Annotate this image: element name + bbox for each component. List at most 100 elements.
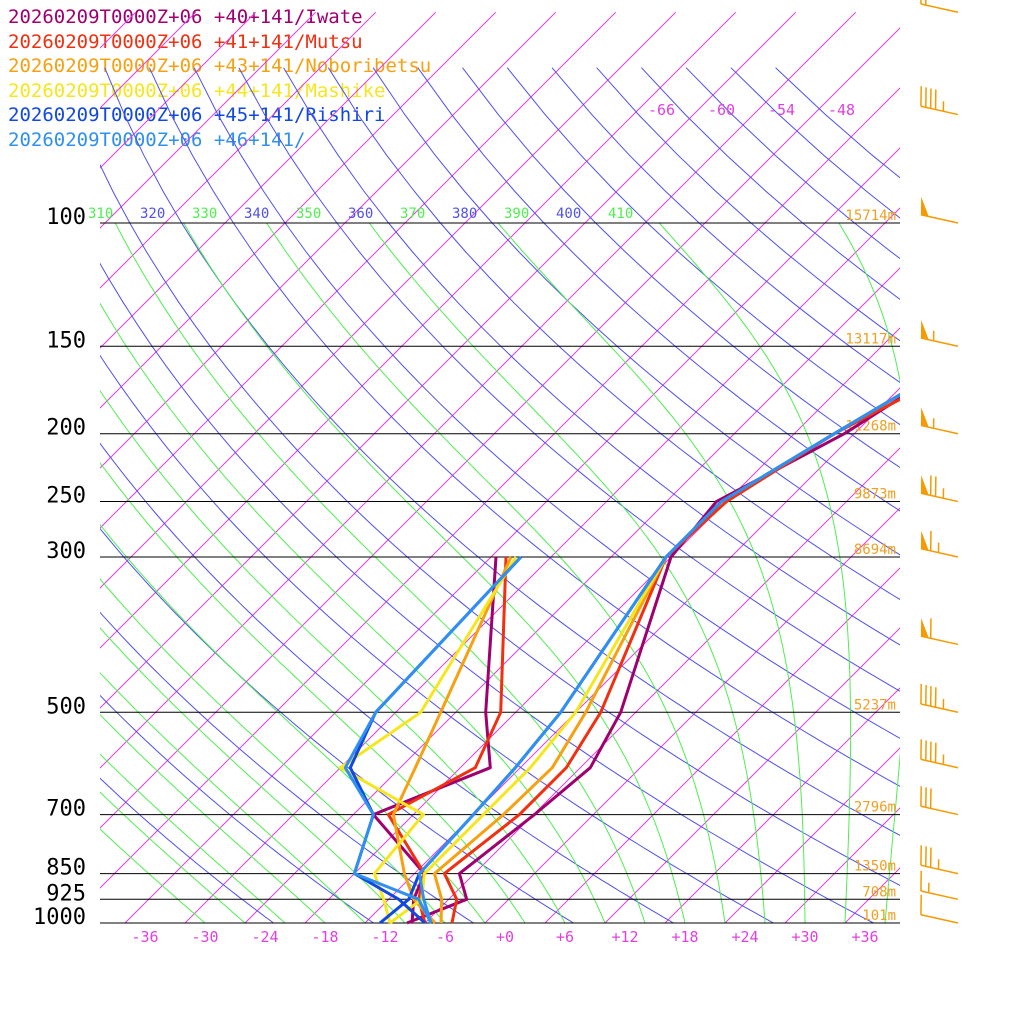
wind-barb-pennant bbox=[920, 530, 929, 551]
dry-adiabat-line bbox=[506, 67, 900, 426]
isotherm-line bbox=[100, 11, 497, 409]
isotherm-line bbox=[304, 327, 900, 924]
isotherm-line bbox=[724, 747, 900, 924]
pressure-label: 250 bbox=[46, 484, 86, 509]
isotherm-line bbox=[364, 387, 900, 924]
dry-adiabat-line bbox=[283, 67, 900, 646]
wind-barb bbox=[920, 805, 959, 816]
temperature-tick-label: +24 bbox=[731, 928, 758, 946]
wind-barb-pennant bbox=[920, 407, 929, 428]
theta-label: 360 bbox=[348, 206, 373, 222]
pressure-label: 100 bbox=[46, 205, 86, 230]
pressure-label: 300 bbox=[46, 539, 86, 564]
moist-adiabat-line bbox=[497, 222, 806, 923]
moist-adiabat-line bbox=[114, 222, 646, 924]
theta-label: 400 bbox=[556, 206, 581, 222]
isotherm-line bbox=[100, 11, 857, 769]
moist-adiabat-line bbox=[658, 222, 852, 924]
pressure-label: 200 bbox=[46, 416, 86, 441]
temperature-tick-label: -30 bbox=[191, 928, 218, 946]
dry-adiabat-line bbox=[100, 354, 774, 924]
temperature-tick-label: -12 bbox=[371, 928, 398, 946]
wind-barb bbox=[920, 864, 959, 875]
dry-adiabat-line bbox=[372, 67, 900, 556]
pressure-label: 700 bbox=[46, 797, 86, 822]
height-label: 101m bbox=[862, 908, 896, 924]
isotherm-line bbox=[100, 11, 377, 289]
wind-barb bbox=[920, 492, 959, 503]
theta-label: 370 bbox=[400, 206, 425, 222]
wind-barb-pennant bbox=[920, 475, 929, 496]
isotherm-line bbox=[244, 267, 900, 924]
temperature-tick-label: +12 bbox=[611, 928, 638, 946]
wind-barb bbox=[920, 337, 959, 347]
dry-adiabat-line bbox=[462, 67, 900, 469]
isotherm-line bbox=[100, 11, 197, 109]
dry-adiabat-line bbox=[100, 442, 674, 924]
isotherm-line bbox=[100, 11, 797, 709]
temperature-tick-label: +6 bbox=[556, 928, 574, 946]
isotherm-line bbox=[905, 12, 1024, 923]
temperature-tick-label: -24 bbox=[251, 928, 278, 946]
isotherm-line bbox=[424, 447, 900, 924]
isotherm-line bbox=[844, 867, 900, 924]
temperature-profile-line bbox=[442, 397, 900, 924]
temperature-profile-line bbox=[406, 396, 900, 925]
isotherm-line bbox=[100, 11, 737, 649]
temperature-tick-label: -18 bbox=[311, 928, 338, 946]
dry-adiabat-line bbox=[148, 67, 900, 787]
height-label: 2796m bbox=[854, 800, 896, 816]
isotherm-line bbox=[965, 12, 1024, 923]
isotherm-line bbox=[100, 11, 617, 529]
dry-adiabat-line bbox=[100, 262, 874, 924]
legend-entry: 20260209T0000Z+06 +44+141/Mashike bbox=[8, 79, 386, 102]
temperature-tick-label: -6 bbox=[436, 928, 454, 946]
dry-adiabat-line bbox=[193, 67, 900, 739]
moist-adiabat-line bbox=[838, 222, 900, 924]
theta-label: 340 bbox=[244, 206, 269, 222]
dry-adiabat-line bbox=[238, 67, 900, 692]
temperature-profile-line bbox=[389, 392, 900, 925]
moist-adiabat-line bbox=[100, 753, 286, 924]
dry-adiabat-line bbox=[775, 67, 900, 179]
isotherm-line bbox=[0, 12, 16, 923]
temperature-tick-label: -36 bbox=[131, 928, 158, 946]
pressure-label: 1000 bbox=[33, 905, 86, 930]
theta-label: 330 bbox=[192, 206, 217, 222]
dry-adiabat-line bbox=[100, 777, 274, 924]
moist-adiabat-line bbox=[100, 828, 206, 924]
isotherm-line bbox=[664, 687, 900, 924]
wind-barb-pennant bbox=[920, 319, 929, 340]
wind-barb-pennant bbox=[920, 618, 929, 638]
pressure-label: 850 bbox=[46, 856, 86, 881]
moist-adiabat-line bbox=[368, 222, 766, 924]
theta-label: 410 bbox=[608, 206, 633, 222]
wind-barb bbox=[920, 913, 959, 924]
pressure-label: 150 bbox=[46, 328, 86, 353]
temperature-tick-label: +0 bbox=[496, 928, 514, 946]
dry-adiabat-line bbox=[100, 163, 900, 887]
dewpoint-profile-line bbox=[386, 556, 508, 924]
isotherm-line bbox=[100, 11, 437, 349]
wind-barb-pennant bbox=[920, 196, 929, 217]
height-label: 9873m bbox=[854, 487, 896, 503]
upper-temperature-label: -60 bbox=[708, 101, 735, 119]
temperature-profile-line bbox=[417, 392, 900, 924]
dry-adiabat-line bbox=[596, 67, 900, 342]
isotherm-line bbox=[604, 627, 900, 924]
wind-barb bbox=[920, 890, 959, 901]
wind-barb bbox=[920, 547, 959, 558]
isotherm-line bbox=[0, 12, 76, 923]
dry-adiabat-line bbox=[327, 67, 900, 601]
wind-barb bbox=[920, 758, 959, 769]
legend-entry: 20260209T0000Z+06 +45+141/Rishiri bbox=[8, 104, 386, 126]
isotherm-line bbox=[100, 87, 900, 889]
dry-adiabat-line bbox=[100, 527, 574, 924]
temperature-tick-label: +36 bbox=[851, 928, 878, 946]
theta-label: 350 bbox=[296, 206, 321, 222]
isotherm-line bbox=[100, 11, 317, 229]
dewpoint-profile-line bbox=[343, 555, 523, 924]
dry-adiabat-line bbox=[104, 67, 900, 836]
isotherm-line bbox=[544, 567, 900, 924]
